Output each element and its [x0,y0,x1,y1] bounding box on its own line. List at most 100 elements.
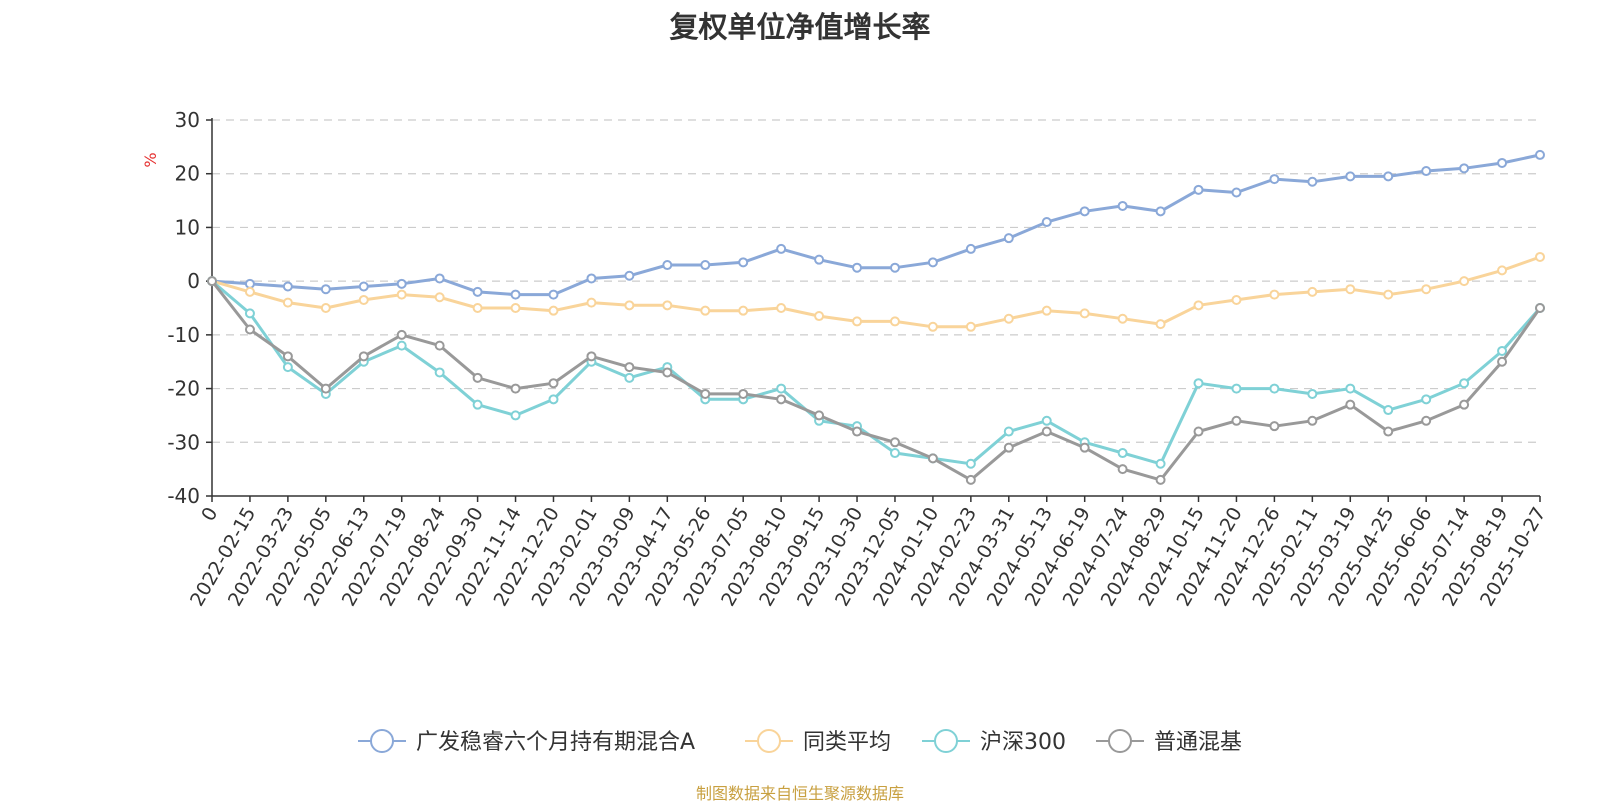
data-point [1459,163,1470,174]
legend-marker [934,729,958,753]
data-point [358,281,369,292]
data-point [814,311,825,322]
data-point [814,254,825,265]
data-point [434,292,445,303]
legend-label: 广发稳睿六个月持有期混合A [416,730,695,755]
data-point [776,394,787,405]
data-point [1041,426,1052,437]
data-point [1117,464,1128,475]
data-point [434,273,445,284]
data-point [1383,289,1394,300]
data-point [1231,187,1242,198]
data-point [472,372,483,383]
data-point [207,276,217,287]
data-point [1003,442,1014,453]
data-point [1155,319,1166,330]
data-point [700,388,711,399]
data-point [1269,289,1280,300]
data-point [662,260,673,271]
data-point [1155,474,1166,485]
data-point [1459,378,1470,389]
data-point [434,367,445,378]
data-point [1003,233,1014,244]
data-point [548,394,559,405]
data-point [1497,356,1508,367]
data-point [1345,171,1356,182]
y-tick-label: -40 [167,484,200,508]
data-point [1307,286,1318,297]
data-point [548,378,559,389]
data-point [1193,426,1204,437]
legend-label: 普通混基 [1154,730,1242,755]
data-point [1231,294,1242,305]
grid-lines [212,119,1540,443]
data-point [1307,415,1318,426]
legend-label: 同类平均 [803,730,891,755]
data-point [776,383,787,394]
y-tick-label: -20 [167,377,200,401]
data-point [358,351,369,362]
data-point [320,383,331,394]
data-point [1535,149,1545,160]
data-point [586,351,597,362]
data-point [1117,200,1128,211]
legend-label: 沪深300 [980,730,1066,755]
data-point [1079,442,1090,453]
data-point [1497,157,1508,168]
data-point [282,281,293,292]
data-point [852,316,863,327]
data-point [1345,284,1356,295]
legend-marker [757,729,781,753]
series-lines [207,149,1545,485]
series-line [210,280,1542,482]
data-point [1459,276,1470,287]
data-point [700,260,711,271]
legend: 广发稳睿六个月持有期混合A 同类平均 沪深300 普通混基 [358,729,1242,755]
series-line [211,153,1541,297]
source-credit: 制图数据来自恒生聚源数据库 [695,784,904,803]
data-point [1155,458,1166,469]
data-point [282,351,293,362]
data-point [244,286,255,297]
series-line [211,279,1542,466]
data-point [1193,184,1204,195]
y-axis-label: % [141,152,160,167]
data-point [889,262,900,273]
data-point [1421,415,1432,426]
x-tick-label: 0 [197,504,222,525]
data-point [1383,405,1394,416]
data-point [1269,421,1280,432]
data-point [320,284,331,295]
data-point [776,303,787,313]
data-point [1231,415,1242,426]
data-point [1041,217,1052,228]
data-point [1041,305,1052,316]
data-point [624,372,635,383]
y-tick-label: -10 [167,323,200,347]
data-point [852,426,863,437]
data-point [1383,171,1394,182]
data-point [282,297,293,308]
y-tick-label: 30 [175,108,200,132]
chart-title: 复权单位净值增长率 [669,10,931,44]
data-point [776,243,787,254]
y-axis: 30 20 10 0 -10 -20 -30 -40 [167,108,213,508]
data-point [1079,308,1090,319]
data-point [624,300,635,311]
data-point [472,399,483,410]
data-point [1535,251,1545,262]
legend-marker [370,729,394,753]
data-point [396,340,407,351]
data-point [282,362,293,373]
data-point [396,278,407,289]
data-point [965,321,976,332]
data-point [1307,388,1318,399]
data-point [1193,378,1204,389]
data-point [1117,313,1128,324]
x-axis: 02022-02-152022-03-232022-05-052022-06-1… [186,495,1550,610]
y-tick-label: 0 [187,269,200,293]
data-point [738,305,749,316]
data-point [965,474,976,485]
data-point [1155,206,1166,217]
data-point [1459,399,1470,410]
